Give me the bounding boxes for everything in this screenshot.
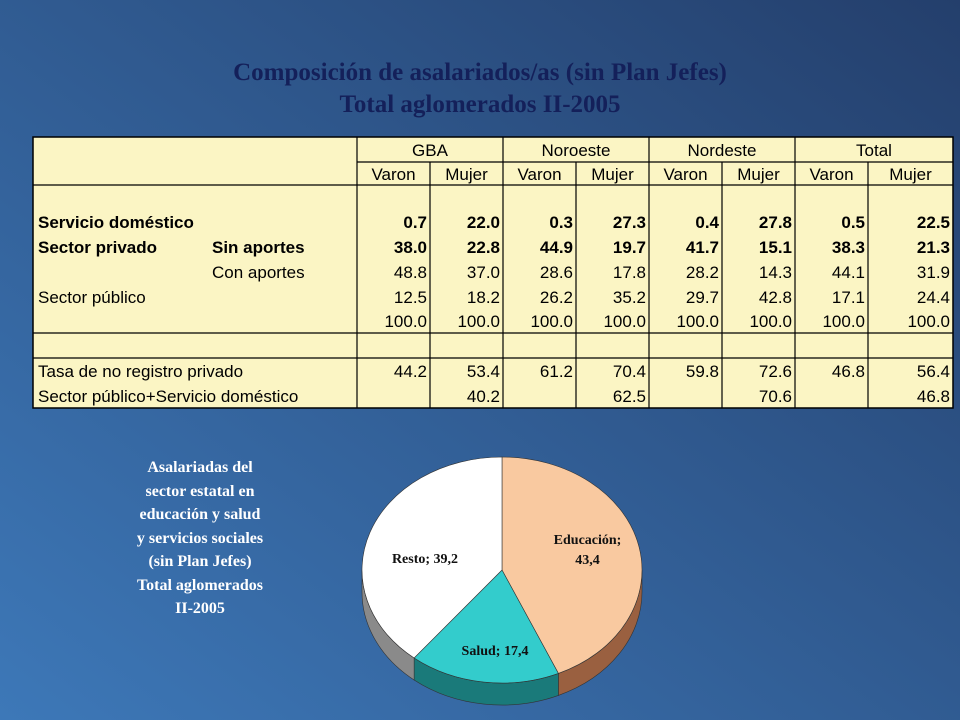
cell-value: 0.3: [549, 213, 573, 232]
cell-value: 22.8: [467, 238, 500, 257]
chart-title-line: Asalariadas del: [147, 459, 253, 476]
row-sublabel: Sin aportes: [212, 238, 305, 257]
pie-slice: [361, 456, 503, 659]
cell-value: 46.8: [832, 362, 865, 381]
cell-value: 53.4: [467, 362, 500, 381]
cell-value: 72.6: [759, 362, 792, 381]
title: Composición de asalariados/as (sin Plan …: [233, 59, 727, 86]
pie-chart: [361, 456, 643, 706]
cell-value: 100.0: [749, 312, 792, 331]
cell-value: 70.6: [759, 387, 792, 406]
cell-value: 31.9: [917, 263, 950, 282]
group-header: Noroeste: [542, 141, 611, 160]
data-label: Educación; 43,4: [553, 533, 622, 568]
cell-value: 100.0: [530, 312, 573, 331]
cell-value: 42.8: [759, 288, 792, 307]
cell-value: 100.0: [676, 312, 719, 331]
cell-value: 22.0: [467, 213, 500, 232]
cell-value: 38.3: [832, 238, 865, 257]
cell-value: 100.0: [907, 312, 950, 331]
chart-title-line: Total aglomerados: [136, 576, 264, 594]
cell-value: 26.2: [540, 288, 573, 307]
cell-value: 100.0: [457, 312, 500, 331]
cell-value: 28.2: [686, 263, 719, 282]
chart-title-line: (sin Plan Jefes): [148, 553, 252, 570]
chart-title-line: y servicios sociales: [136, 529, 264, 547]
cell-value: 59.8: [686, 362, 719, 381]
cell-value: 0.7: [403, 213, 427, 232]
row-label: Servicio doméstico: [38, 213, 194, 232]
pie-slice: [501, 456, 643, 674]
cell-value: 41.7: [686, 238, 719, 257]
cell-value: 46.8: [917, 387, 950, 406]
cell-value: 0.5: [841, 213, 865, 232]
cell-value: 15.1: [759, 238, 792, 257]
column-header: Varon: [809, 165, 853, 184]
group-header: GBA: [412, 141, 449, 160]
cell-value: 44.9: [540, 238, 573, 257]
data-label: Salud; 17,4: [461, 644, 529, 659]
cell-value: 38.0: [394, 238, 427, 257]
cell-value: 29.7: [686, 288, 719, 307]
cell-value: 100.0: [822, 312, 865, 331]
group-header: Nordeste: [688, 141, 757, 160]
cell-value: 21.3: [917, 238, 950, 257]
column-header: Varon: [517, 165, 561, 184]
cell-value: 14.3: [759, 263, 792, 282]
column-header: Mujer: [889, 165, 932, 184]
column-header: Varon: [371, 165, 415, 184]
cell-value: 61.2: [540, 362, 573, 381]
cell-value: 18.2: [467, 288, 500, 307]
cell-value: 35.2: [613, 288, 646, 307]
chart-title-line: educación y salud: [139, 506, 261, 523]
cell-value: 44.2: [394, 362, 427, 381]
cell-value: 62.5: [613, 387, 646, 406]
cell-value: 12.5: [394, 288, 427, 307]
row-sublabel: Con aportes: [212, 263, 305, 282]
cell-value: 44.1: [832, 263, 865, 282]
cell-value: 24.4: [917, 288, 950, 307]
cell-value: 0.4: [695, 213, 719, 232]
cell-value: 100.0: [603, 312, 646, 331]
row-label: Tasa de no registro privado: [38, 362, 243, 381]
cell-value: 40.2: [467, 387, 500, 406]
cell-value: 28.6: [540, 263, 573, 282]
cell-value: 70.4: [613, 362, 646, 381]
data-label: Resto; 39,2: [391, 552, 459, 567]
row-label: Sector público: [38, 288, 146, 307]
chart-title-line: sector estatal en: [145, 482, 255, 500]
cell-value: 17.8: [613, 263, 646, 282]
cell-value: 100.0: [384, 312, 427, 331]
row-label: Sector público+Servicio doméstico: [38, 387, 298, 406]
subtitle: Total aglomerados II-2005: [339, 91, 620, 118]
cell-value: 48.8: [394, 263, 427, 282]
column-header: Mujer: [737, 165, 780, 184]
cell-value: 56.4: [917, 362, 950, 381]
column-header: Mujer: [591, 165, 634, 184]
cell-value: 37.0: [467, 263, 500, 282]
cell-value: 27.3: [613, 213, 646, 232]
pie-slice: [413, 569, 559, 684]
column-header: Varon: [663, 165, 707, 184]
cell-value: 27.8: [759, 213, 792, 232]
row-label: Sector privado: [38, 238, 157, 257]
column-header: Mujer: [445, 165, 488, 184]
group-header: Total: [856, 141, 892, 160]
cell-value: 22.5: [917, 213, 950, 232]
table-frame: [32, 136, 954, 409]
chart-title-line: II-2005: [175, 600, 225, 617]
cell-value: 17.1: [832, 288, 865, 307]
cell-value: 19.7: [613, 238, 646, 257]
